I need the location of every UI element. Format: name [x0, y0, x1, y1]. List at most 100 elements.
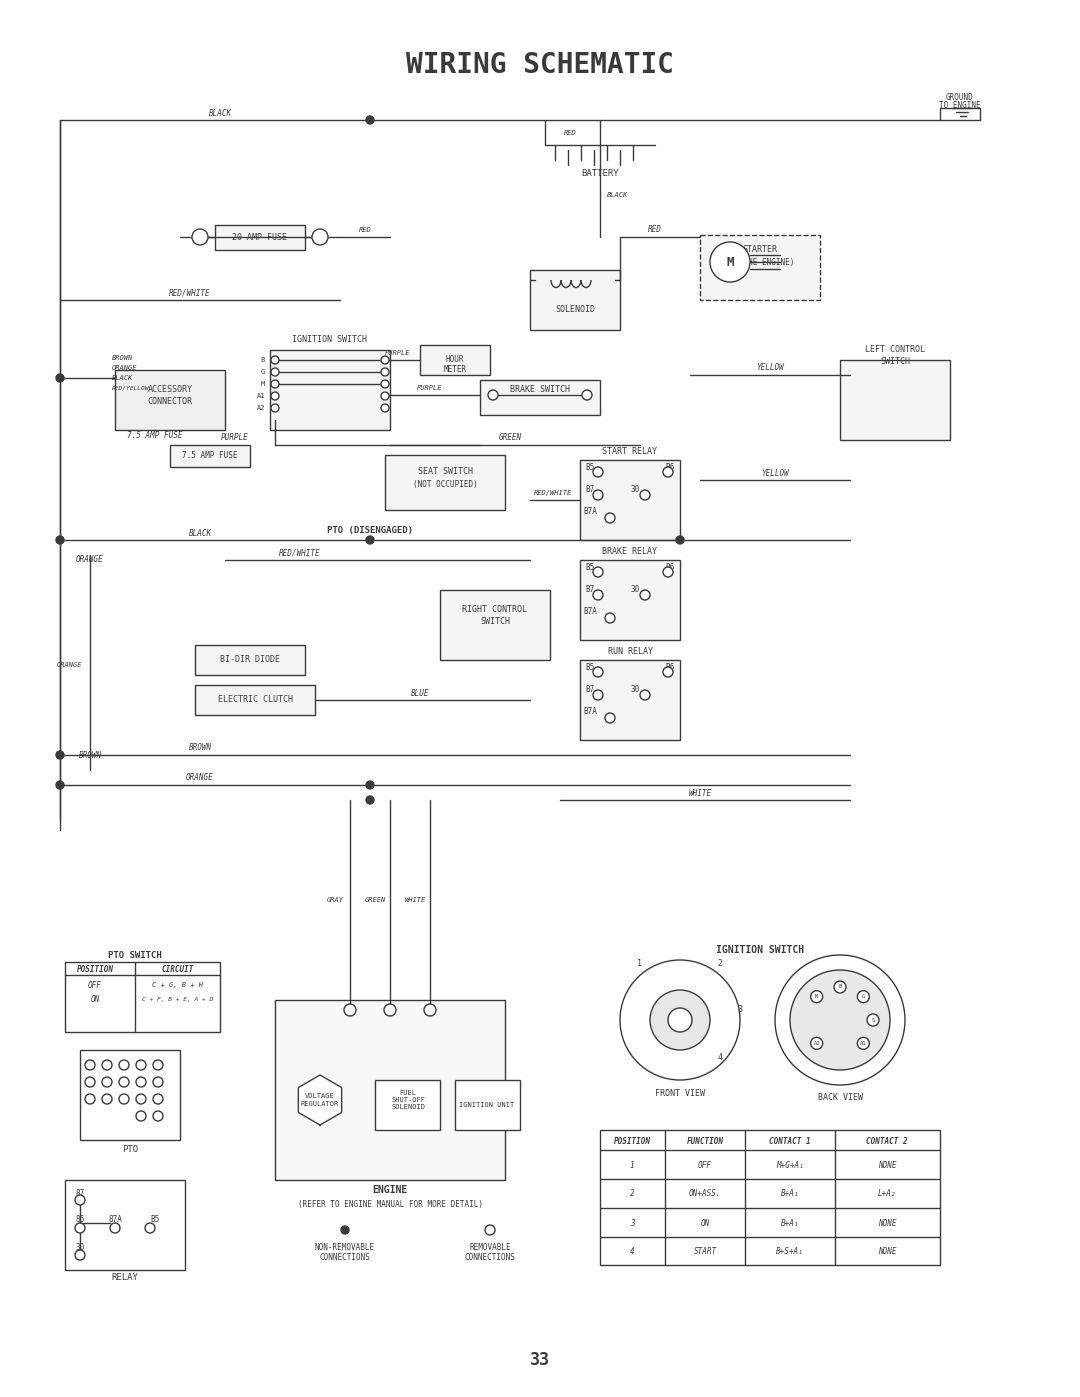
Text: B: B: [838, 985, 841, 989]
Circle shape: [381, 380, 389, 388]
Text: IGNITION SWITCH: IGNITION SWITCH: [293, 335, 367, 345]
Circle shape: [102, 1094, 112, 1104]
Text: NON-REMOVABLE: NON-REMOVABLE: [315, 1243, 375, 1253]
Text: RED/WHITE: RED/WHITE: [170, 289, 211, 298]
Circle shape: [867, 1014, 879, 1025]
Text: 87A: 87A: [108, 1215, 122, 1225]
Circle shape: [858, 1038, 869, 1049]
Text: TO ENGINE: TO ENGINE: [940, 101, 981, 109]
Circle shape: [119, 1060, 129, 1070]
Text: CONNECTIONS: CONNECTIONS: [320, 1253, 370, 1263]
Text: M: M: [726, 256, 733, 268]
Text: BRAKE SWITCH: BRAKE SWITCH: [510, 386, 570, 394]
FancyBboxPatch shape: [215, 225, 305, 250]
Text: START: START: [693, 1248, 716, 1256]
Text: BLACK: BLACK: [607, 191, 629, 198]
FancyBboxPatch shape: [580, 560, 680, 640]
FancyBboxPatch shape: [65, 1180, 185, 1270]
Text: 30: 30: [631, 686, 639, 694]
Circle shape: [119, 1094, 129, 1104]
Text: METER: METER: [444, 366, 467, 374]
Text: ACCESSORY: ACCESSORY: [148, 386, 192, 394]
Circle shape: [676, 536, 684, 543]
Text: BACK VIEW: BACK VIEW: [818, 1094, 863, 1102]
Circle shape: [424, 1004, 436, 1016]
Text: M: M: [260, 381, 265, 387]
Circle shape: [102, 1060, 112, 1070]
Circle shape: [605, 513, 615, 522]
Circle shape: [145, 1222, 156, 1234]
Text: B5: B5: [585, 563, 595, 573]
Text: OFF: OFF: [698, 1161, 712, 1169]
Text: ENGINE: ENGINE: [373, 1185, 407, 1194]
Text: ORANGE: ORANGE: [56, 662, 82, 668]
Text: S: S: [872, 1017, 875, 1023]
Text: WHITE: WHITE: [688, 788, 712, 798]
Circle shape: [593, 590, 603, 599]
FancyBboxPatch shape: [480, 380, 600, 415]
Text: FUEL
SHUT-OFF
SOLENOID: FUEL SHUT-OFF SOLENOID: [391, 1090, 426, 1111]
Text: 1: 1: [630, 1161, 634, 1169]
Circle shape: [271, 404, 279, 412]
Circle shape: [593, 467, 603, 476]
Text: PTO SWITCH: PTO SWITCH: [108, 950, 162, 960]
Text: B7A: B7A: [583, 707, 597, 717]
Text: ON+ASS.: ON+ASS.: [689, 1189, 721, 1199]
Text: B+A₁: B+A₁: [781, 1189, 799, 1199]
Circle shape: [605, 712, 615, 724]
Text: BLACK: BLACK: [112, 374, 133, 381]
Text: A1: A1: [257, 393, 265, 400]
Text: GRAY: GRAY: [326, 897, 343, 902]
FancyBboxPatch shape: [455, 1080, 519, 1130]
Circle shape: [640, 690, 650, 700]
FancyBboxPatch shape: [80, 1051, 180, 1140]
Text: RED/WHITE: RED/WHITE: [280, 549, 321, 557]
Text: PURPLE: PURPLE: [221, 433, 248, 441]
FancyBboxPatch shape: [420, 345, 490, 374]
Circle shape: [640, 490, 650, 500]
Text: GREEN: GREEN: [364, 897, 386, 902]
Text: RUN RELAY: RUN RELAY: [607, 647, 652, 657]
Circle shape: [75, 1194, 85, 1206]
Circle shape: [153, 1111, 163, 1120]
Circle shape: [136, 1094, 146, 1104]
Text: WIRING SCHEMATIC: WIRING SCHEMATIC: [406, 52, 674, 80]
Text: POSITION: POSITION: [77, 964, 113, 974]
Text: B5: B5: [585, 464, 595, 472]
FancyBboxPatch shape: [275, 1000, 505, 1180]
Circle shape: [640, 590, 650, 599]
Text: 2: 2: [717, 958, 723, 968]
Circle shape: [136, 1060, 146, 1070]
Text: (REFER TO ENGINE MANUAL FOR MORE DETAIL): (REFER TO ENGINE MANUAL FOR MORE DETAIL): [297, 1200, 483, 1210]
Text: CONNECTOR: CONNECTOR: [148, 398, 192, 407]
Circle shape: [834, 981, 846, 993]
Text: 33: 33: [530, 1351, 550, 1369]
Text: IGNITION SWITCH: IGNITION SWITCH: [716, 944, 805, 956]
Circle shape: [669, 1009, 692, 1032]
Circle shape: [85, 1094, 95, 1104]
Circle shape: [593, 567, 603, 577]
Text: 30: 30: [76, 1243, 84, 1253]
Circle shape: [488, 390, 498, 400]
Text: RED: RED: [564, 130, 577, 136]
Text: YELLOW: YELLOW: [761, 468, 788, 478]
Text: M+G+A₁: M+G+A₁: [777, 1161, 804, 1169]
Circle shape: [56, 374, 64, 381]
Text: GROUND: GROUND: [946, 94, 974, 102]
Text: IGNITION UNIT: IGNITION UNIT: [459, 1102, 515, 1108]
Text: SEAT SWITCH: SEAT SWITCH: [418, 468, 473, 476]
Text: CONTACT 1: CONTACT 1: [769, 1137, 811, 1146]
Text: 87: 87: [76, 1189, 84, 1197]
Text: 4: 4: [630, 1248, 634, 1256]
Text: ON: ON: [91, 996, 99, 1004]
Text: B+A₁: B+A₁: [781, 1218, 799, 1228]
Circle shape: [593, 690, 603, 700]
Text: 2: 2: [630, 1189, 634, 1199]
Text: 30: 30: [631, 486, 639, 495]
Text: L+A₂: L+A₂: [878, 1189, 896, 1199]
Text: ORANGE: ORANGE: [76, 556, 104, 564]
Text: VOLTAGE
REGULATOR: VOLTAGE REGULATOR: [301, 1094, 339, 1106]
Circle shape: [136, 1111, 146, 1120]
Text: HOUR: HOUR: [446, 355, 464, 365]
Circle shape: [811, 1038, 823, 1049]
